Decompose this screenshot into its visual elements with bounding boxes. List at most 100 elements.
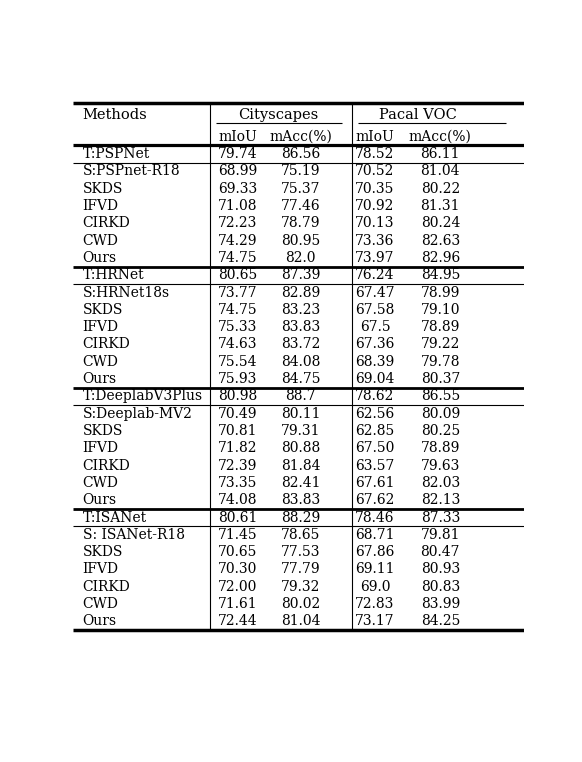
Text: 78.46: 78.46 — [355, 511, 395, 524]
Text: 81.84: 81.84 — [281, 459, 320, 472]
Text: 67.36: 67.36 — [355, 338, 395, 351]
Text: 76.24: 76.24 — [355, 268, 395, 282]
Text: 78.89: 78.89 — [421, 320, 460, 335]
Text: 67.62: 67.62 — [355, 493, 395, 507]
Text: 86.11: 86.11 — [421, 147, 460, 161]
Text: 70.35: 70.35 — [355, 181, 395, 196]
Text: Methods: Methods — [83, 108, 147, 123]
Text: mIoU: mIoU — [218, 130, 257, 143]
Text: S:PSPnet-R18: S:PSPnet-R18 — [83, 165, 180, 178]
Text: T:HRNet: T:HRNet — [83, 268, 144, 282]
Text: T:ISANet: T:ISANet — [83, 511, 147, 524]
Text: 83.83: 83.83 — [281, 320, 320, 335]
Text: 69.11: 69.11 — [355, 562, 395, 577]
Text: 88.7: 88.7 — [285, 389, 316, 403]
Text: 78.52: 78.52 — [355, 147, 395, 161]
Text: CIRKD: CIRKD — [83, 459, 130, 472]
Text: 69.33: 69.33 — [218, 181, 257, 196]
Text: 82.63: 82.63 — [421, 234, 460, 248]
Text: 74.08: 74.08 — [218, 493, 257, 507]
Text: 62.56: 62.56 — [356, 407, 395, 421]
Text: 82.03: 82.03 — [421, 476, 460, 490]
Text: 70.52: 70.52 — [355, 165, 395, 178]
Text: 73.77: 73.77 — [218, 286, 257, 299]
Text: 78.62: 78.62 — [355, 389, 395, 403]
Text: Ours: Ours — [83, 614, 117, 629]
Text: 71.82: 71.82 — [218, 441, 257, 456]
Text: 67.47: 67.47 — [355, 286, 395, 299]
Text: 80.93: 80.93 — [421, 562, 460, 577]
Text: 78.79: 78.79 — [281, 216, 320, 230]
Text: 83.72: 83.72 — [281, 338, 320, 351]
Text: Ours: Ours — [83, 251, 117, 265]
Text: 78.65: 78.65 — [281, 528, 320, 542]
Text: 69.04: 69.04 — [355, 372, 395, 386]
Text: T:PSPNet: T:PSPNet — [83, 147, 150, 161]
Text: 62.85: 62.85 — [356, 424, 395, 438]
Text: 68.99: 68.99 — [218, 165, 257, 178]
Text: 80.88: 80.88 — [281, 441, 320, 456]
Text: 88.29: 88.29 — [281, 511, 320, 524]
Text: 80.37: 80.37 — [421, 372, 460, 386]
Text: 72.23: 72.23 — [218, 216, 257, 230]
Text: 80.83: 80.83 — [421, 580, 460, 594]
Text: 73.35: 73.35 — [218, 476, 257, 490]
Text: 81.04: 81.04 — [421, 165, 460, 178]
Text: 80.11: 80.11 — [281, 407, 320, 421]
Text: 74.29: 74.29 — [218, 234, 257, 248]
Text: 84.75: 84.75 — [281, 372, 320, 386]
Text: 80.61: 80.61 — [218, 511, 257, 524]
Text: 77.79: 77.79 — [281, 562, 320, 577]
Text: 79.74: 79.74 — [218, 147, 257, 161]
Text: 73.97: 73.97 — [355, 251, 395, 265]
Text: 77.46: 77.46 — [281, 199, 320, 213]
Text: mIoU: mIoU — [356, 130, 395, 143]
Text: IFVD: IFVD — [83, 562, 119, 577]
Text: S:Deeplab-MV2: S:Deeplab-MV2 — [83, 407, 193, 421]
Text: 83.83: 83.83 — [281, 493, 320, 507]
Text: 74.75: 74.75 — [218, 303, 257, 317]
Text: 83.23: 83.23 — [281, 303, 320, 317]
Text: 79.63: 79.63 — [421, 459, 460, 472]
Text: 67.5: 67.5 — [360, 320, 391, 335]
Text: 79.22: 79.22 — [421, 338, 460, 351]
Text: 72.39: 72.39 — [218, 459, 257, 472]
Text: CWD: CWD — [83, 476, 119, 490]
Text: CWD: CWD — [83, 355, 119, 369]
Text: 67.50: 67.50 — [355, 441, 395, 456]
Text: Cityscapes: Cityscapes — [238, 108, 318, 123]
Text: 80.47: 80.47 — [421, 545, 460, 559]
Text: 82.96: 82.96 — [421, 251, 460, 265]
Text: CIRKD: CIRKD — [83, 216, 130, 230]
Text: 67.61: 67.61 — [355, 476, 395, 490]
Text: 79.32: 79.32 — [281, 580, 320, 594]
Text: 72.44: 72.44 — [218, 614, 257, 629]
Text: T:DeeplabV3Plus: T:DeeplabV3Plus — [83, 389, 203, 403]
Text: 84.25: 84.25 — [421, 614, 460, 629]
Text: 81.04: 81.04 — [281, 614, 320, 629]
Text: 72.00: 72.00 — [218, 580, 257, 594]
Text: 81.31: 81.31 — [421, 199, 460, 213]
Text: 79.31: 79.31 — [281, 424, 320, 438]
Text: SKDS: SKDS — [83, 303, 123, 317]
Text: mAcc(%): mAcc(%) — [269, 130, 332, 143]
Text: 84.95: 84.95 — [421, 268, 460, 282]
Text: S:HRNet18s: S:HRNet18s — [83, 286, 170, 299]
Text: 68.39: 68.39 — [356, 355, 395, 369]
Text: 87.33: 87.33 — [421, 511, 460, 524]
Text: 75.19: 75.19 — [281, 165, 320, 178]
Text: 82.89: 82.89 — [281, 286, 320, 299]
Text: IFVD: IFVD — [83, 320, 119, 335]
Text: 71.45: 71.45 — [218, 528, 257, 542]
Text: CIRKD: CIRKD — [83, 338, 130, 351]
Text: 82.41: 82.41 — [281, 476, 320, 490]
Text: 70.81: 70.81 — [218, 424, 257, 438]
Text: CWD: CWD — [83, 597, 119, 611]
Text: 78.99: 78.99 — [421, 286, 460, 299]
Text: 75.37: 75.37 — [281, 181, 320, 196]
Text: 68.71: 68.71 — [355, 528, 395, 542]
Text: 75.54: 75.54 — [218, 355, 257, 369]
Text: 82.13: 82.13 — [421, 493, 460, 507]
Text: 80.24: 80.24 — [421, 216, 460, 230]
Text: 80.09: 80.09 — [421, 407, 460, 421]
